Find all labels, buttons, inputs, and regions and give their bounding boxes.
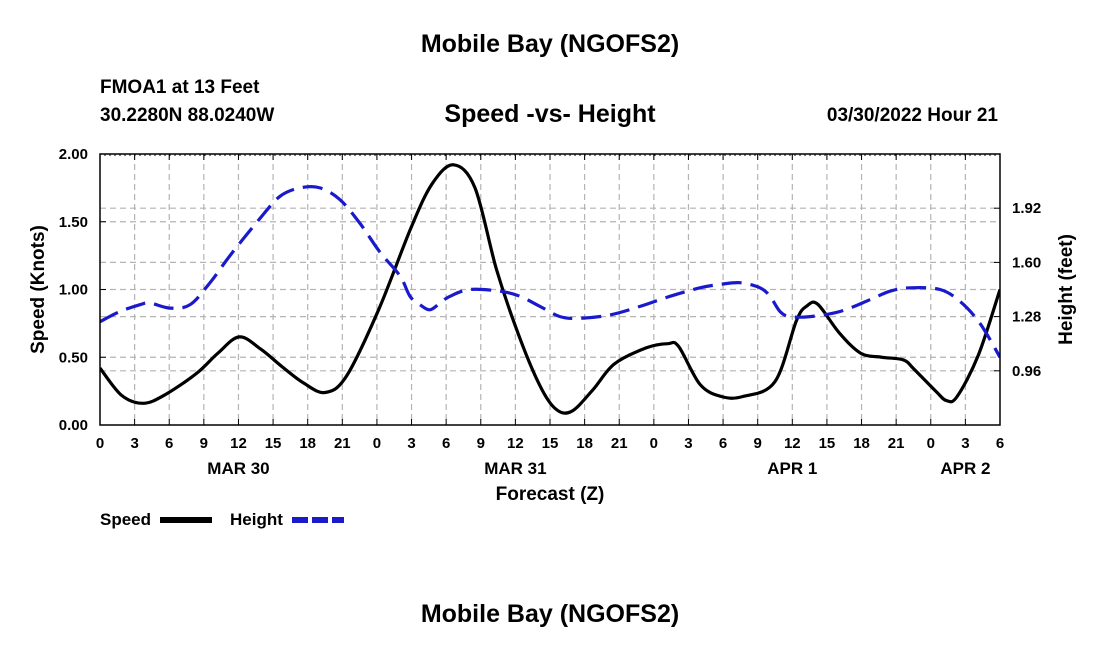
chart-title: Speed -vs- Height (444, 100, 656, 128)
y2-tick-label: 1.60 (1012, 254, 1041, 271)
y-tick-label: 0.00 (59, 417, 88, 434)
x-tick-label: 15 (819, 435, 836, 452)
x-tick-label: 21 (611, 435, 628, 452)
x-tick-label: 3 (407, 435, 415, 452)
x-tick-label: 6 (165, 435, 173, 452)
station-label: FMOA1 at 13 Feet (100, 77, 260, 98)
chart-legend: Speed Height (100, 510, 344, 529)
y2-tick-label: 1.28 (1012, 309, 1041, 326)
x-tick-label: 12 (230, 435, 247, 452)
x-tick-label: 18 (299, 435, 316, 452)
y-axis-title: Speed (Knots) (28, 225, 49, 354)
x-tick-label: 6 (442, 435, 450, 452)
x-tick-label: 21 (334, 435, 351, 452)
x-tick-label: 0 (373, 435, 381, 452)
series-line-speed (100, 163, 1000, 415)
y2-axis-title: Height (feet) (1056, 234, 1077, 345)
x-tick-label: 9 (477, 435, 485, 452)
x-tick-label: 9 (754, 435, 762, 452)
date-label: MAR 30 (207, 459, 269, 478)
x-axis-title: Forecast (Z) (496, 484, 605, 505)
forecast-runtime: 03/30/2022 Hour 21 (826, 105, 998, 126)
y-tick-label: 1.00 (59, 282, 88, 299)
x-tick-label: 0 (96, 435, 104, 452)
x-tick-label: 6 (996, 435, 1004, 452)
x-tick-label: 18 (853, 435, 870, 452)
x-tick-label: 21 (888, 435, 905, 452)
y-tick-label: 1.50 (59, 214, 88, 231)
legend-label-speed: Speed (100, 510, 151, 529)
series-line-height (100, 185, 1000, 359)
chart-grid (100, 154, 1000, 425)
footer-title: Mobile Bay (NGOFS2) (420, 600, 680, 628)
chart-series (100, 163, 1000, 415)
x-tick-label: 15 (542, 435, 559, 452)
x-tick-label: 15 (265, 435, 282, 452)
x-tick-label: 3 (130, 435, 138, 452)
x-tick-label: 0 (927, 435, 935, 452)
y2-tick-label: 0.96 (1012, 363, 1041, 380)
date-label: APR 1 (767, 459, 817, 478)
x-tick-label: 3 (684, 435, 692, 452)
x-tick-label: 6 (719, 435, 727, 452)
y2-tick-label: 1.92 (1012, 200, 1041, 217)
x-tick-label: 9 (200, 435, 208, 452)
chart-axes: 0 3 6 9 12 15 18 21 0 3 6 9 12 15 18 21 0 3 6 9 12 15 18 21 0 3 6 0… (28, 146, 1077, 505)
y-tick-label: 2.00 (59, 146, 88, 163)
legend-label-height: Height (230, 510, 283, 529)
station-coordinates: 30.2280N 88.0240W (100, 105, 275, 126)
page-title: Mobile Bay (NGOFS2) (420, 30, 680, 58)
y-tick-label: 0.50 (59, 349, 88, 366)
x-tick-label: 12 (784, 435, 801, 452)
date-label: APR 2 (940, 459, 990, 478)
x-tick-label: 18 (576, 435, 593, 452)
x-tick-label: 12 (507, 435, 524, 452)
x-tick-label: 0 (650, 435, 658, 452)
x-tick-label: 3 (961, 435, 969, 452)
date-label: MAR 31 (484, 459, 546, 478)
